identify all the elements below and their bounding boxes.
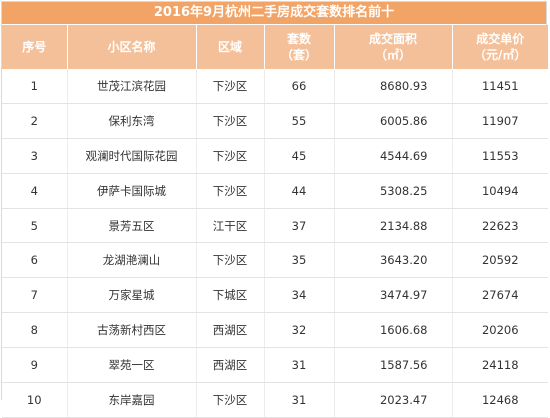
cell-district: 下沙区	[196, 138, 265, 174]
cell-area: 4544.69	[334, 138, 453, 174]
cell-units: 44	[264, 173, 335, 209]
header-units-line1: 套数	[286, 32, 311, 46]
cell-area: 8680.93	[334, 69, 453, 104]
table-row: 4 伊萨卡国际城 下沙区 44 5308.25 10494	[2, 173, 548, 209]
cell-area: 6005.86	[334, 103, 453, 139]
cell-rank: 5	[2, 208, 68, 244]
cell-price: 12468	[452, 382, 548, 418]
cell-name: 龙湖滟澜山	[67, 242, 197, 279]
cell-rank: 1	[2, 69, 68, 104]
cell-district: 下沙区	[196, 173, 265, 209]
cell-units: 35	[264, 242, 335, 279]
table-row: 10 东岸嘉园 下沙区 31 2023.47 12468	[2, 382, 548, 418]
cell-district: 下沙区	[196, 103, 265, 139]
cell-rank: 2	[2, 103, 68, 139]
header-area-line1: 成交面积	[368, 32, 417, 46]
header-units: 套数 （套）	[264, 25, 335, 69]
cell-area: 3643.20	[334, 242, 453, 279]
cell-price: 22623	[452, 208, 548, 244]
cell-area: 3474.97	[334, 277, 453, 314]
header-price-line2: （元/㎡）	[474, 48, 527, 62]
cell-area: 2134.88	[334, 208, 453, 244]
cell-name: 万家星城	[67, 277, 197, 314]
cell-name: 世茂江滨花园	[67, 69, 197, 104]
cell-rank: 8	[2, 312, 68, 349]
cell-name: 翠苑一区	[67, 347, 197, 384]
cell-name: 伊萨卡国际城	[67, 173, 197, 209]
cell-units: 31	[264, 347, 335, 384]
table-row: 5 景芳五区 江干区 37 2134.88 22623	[2, 208, 548, 244]
cell-name: 东岸嘉园	[67, 382, 197, 418]
cell-price: 11553	[452, 138, 548, 174]
cell-units: 32	[264, 312, 335, 349]
cell-name: 景芳五区	[67, 208, 197, 244]
cell-rank: 4	[2, 173, 68, 209]
header-district: 区域	[196, 25, 265, 69]
cell-units: 66	[264, 69, 335, 104]
header-area: 成交面积 （㎡）	[334, 25, 453, 69]
cell-units: 34	[264, 277, 335, 314]
cell-price: 11907	[452, 103, 548, 139]
table-row: 8 古荡新村西区 西湖区 32 1606.68 20206	[2, 312, 548, 349]
table-row: 7 万家星城 下城区 34 3474.97 27674	[2, 277, 548, 314]
cell-price: 20592	[452, 242, 548, 279]
header-price-line1: 成交单价	[476, 32, 525, 46]
cell-district: 西湖区	[196, 347, 265, 384]
cell-units: 45	[264, 138, 335, 174]
header-rank: 序号	[2, 25, 68, 69]
ranking-table: 序号 小区名称 区域 套数 （套） 成交面积 （㎡） 成交单价 （元/㎡）	[2, 25, 548, 418]
cell-area: 5308.25	[334, 173, 453, 209]
cell-units: 37	[264, 208, 335, 244]
table-row: 1 世茂江滨花园 下沙区 66 8680.93 11451	[2, 69, 548, 104]
cell-district: 江干区	[196, 208, 265, 244]
header-row: 序号 小区名称 区域 套数 （套） 成交面积 （㎡） 成交单价 （元/㎡）	[2, 25, 548, 69]
table-row: 3 观澜时代国际花园 下沙区 45 4544.69 11553	[2, 138, 548, 174]
cell-area: 1587.56	[334, 347, 453, 384]
cell-rank: 10	[2, 382, 68, 418]
cell-rank: 7	[2, 277, 68, 314]
cell-district: 下沙区	[196, 382, 265, 418]
cell-price: 20206	[452, 312, 548, 349]
cell-price: 10494	[452, 173, 548, 209]
cell-name: 保利东湾	[67, 103, 197, 139]
cell-rank: 9	[2, 347, 68, 384]
cell-price: 11451	[452, 69, 548, 104]
cell-units: 31	[264, 382, 335, 418]
cell-price: 24118	[452, 347, 548, 384]
cell-price: 27674	[452, 277, 548, 314]
cell-rank: 6	[2, 242, 68, 279]
header-price: 成交单价 （元/㎡）	[452, 25, 548, 69]
header-units-line2: （套）	[280, 48, 317, 62]
cell-units: 55	[264, 103, 335, 139]
header-area-line2: （㎡）	[374, 48, 411, 62]
cell-district: 下城区	[196, 277, 265, 314]
cell-rank: 3	[2, 138, 68, 174]
table-title: 2016年9月杭州二手房成交套数排名前十	[2, 2, 546, 25]
table-row: 6 龙湖滟澜山 下沙区 35 3643.20 20592	[2, 242, 548, 279]
header-name: 小区名称	[67, 25, 197, 69]
cell-area: 1606.68	[334, 312, 453, 349]
cell-district: 下沙区	[196, 242, 265, 279]
table-row: 2 保利东湾 下沙区 55 6005.86 11907	[2, 103, 548, 139]
cell-district: 西湖区	[196, 312, 265, 349]
cell-area: 2023.47	[334, 382, 453, 418]
cell-district: 下沙区	[196, 69, 265, 104]
table-row: 9 翠苑一区 西湖区 31 1587.56 24118	[2, 347, 548, 384]
cell-name: 观澜时代国际花园	[67, 138, 197, 174]
cell-name: 古荡新村西区	[67, 312, 197, 349]
